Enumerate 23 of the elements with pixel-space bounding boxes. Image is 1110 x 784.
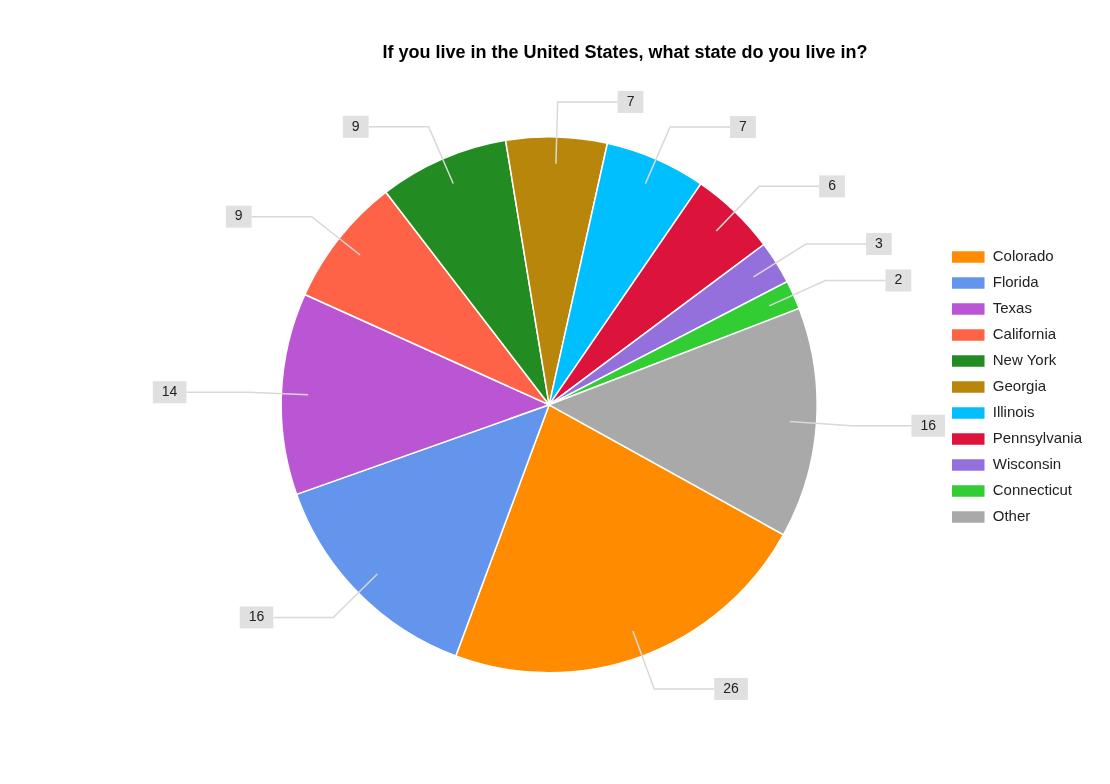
legend-label: Illinois — [992, 403, 1035, 421]
data-label: 7 — [626, 92, 635, 109]
data-label: 16 — [920, 416, 937, 433]
legend-label: New York — [992, 351, 1057, 369]
data-label: 16 — [248, 608, 265, 625]
data-label: 2 — [894, 271, 903, 288]
legend-label: Wisconsin — [992, 455, 1062, 473]
data-label: 26 — [723, 679, 740, 696]
legend-label: Texas — [992, 299, 1032, 317]
legend-label: Colorado — [992, 247, 1054, 265]
data-label: 6 — [828, 177, 837, 194]
chart-title: If you live in the United States, what state do you live in? — [382, 41, 868, 62]
data-label: 9 — [234, 207, 243, 224]
data-label: 14 — [161, 383, 178, 400]
legend-label: Pennsylvania — [992, 429, 1083, 447]
legend-label: Georgia — [992, 377, 1047, 395]
data-label: 9 — [351, 117, 360, 134]
legend-label: Florida — [992, 273, 1040, 291]
data-label: 7 — [739, 117, 748, 134]
data-label: 3 — [874, 234, 883, 251]
legend-label: Connecticut — [992, 481, 1073, 499]
legend-label: California — [992, 325, 1057, 343]
legend-label: Other — [992, 507, 1031, 525]
